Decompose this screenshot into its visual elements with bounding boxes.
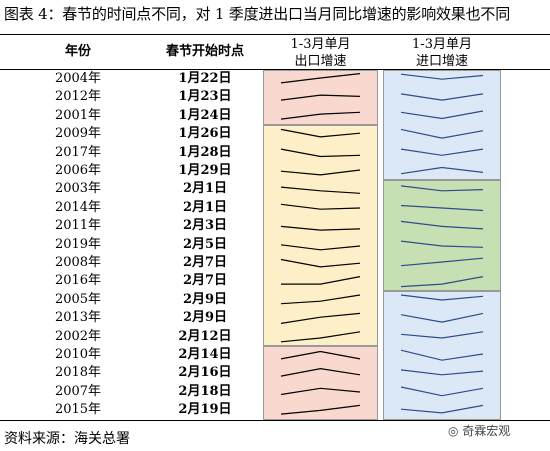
- row-spring-festival-date: 2月12日: [178, 328, 232, 344]
- row-year: 2009年: [54, 126, 102, 142]
- import-block-1: [383, 180, 501, 291]
- import-sparkline: [400, 240, 484, 248]
- row-year: 2005年: [54, 291, 102, 307]
- import-sparkline: [400, 204, 484, 212]
- row-year: 2007年: [54, 383, 102, 399]
- import-sparkline: [400, 276, 484, 288]
- import-sparkline: [400, 312, 484, 323]
- row-year: 2011年: [54, 218, 102, 234]
- row-year: 2018年: [54, 365, 102, 381]
- header-date: 春节开始时点: [165, 44, 244, 59]
- row-year: 2004年: [54, 71, 102, 86]
- import-sparkline: [400, 369, 484, 376]
- import-sparkline: [400, 166, 484, 175]
- row-spring-festival-date: 2月1日: [182, 181, 228, 197]
- row-year: 2002年: [54, 328, 102, 344]
- row-spring-festival-date: 2月7日: [182, 255, 228, 270]
- row-year: 2012年: [54, 89, 102, 105]
- import-block-2: [383, 290, 501, 420]
- export-sparkline: [281, 276, 361, 285]
- import-sparkline: [400, 185, 484, 192]
- export-sparkline: [280, 387, 361, 396]
- export-sparkline: [280, 73, 361, 84]
- row-spring-festival-date: 1月22日: [178, 71, 232, 86]
- export-sparkline: [280, 367, 361, 377]
- export-sparkline: [280, 294, 361, 305]
- row-spring-festival-date: 1月29日: [178, 163, 232, 178]
- row-spring-festival-date: 2月5日: [182, 236, 228, 252]
- row-spring-festival-date: 2月9日: [182, 310, 228, 326]
- export-sparkline: [280, 148, 361, 158]
- row-year: 2001年: [54, 107, 102, 123]
- top-rule: [0, 34, 550, 35]
- row-spring-festival-date: 2月7日: [182, 273, 228, 289]
- row-spring-festival-date: 1月26日: [178, 126, 232, 142]
- row-year: 2015年: [54, 402, 102, 418]
- export-sparkline: [280, 111, 361, 120]
- row-year: 2006年: [54, 163, 102, 178]
- export-sparkline: [280, 312, 361, 324]
- export-sparkline: [280, 128, 361, 138]
- row-spring-festival-date: 1月24日: [178, 107, 232, 123]
- row-year: 2019年: [54, 236, 102, 252]
- row-year: 2013年: [54, 310, 102, 326]
- row-spring-festival-date: 2月1日: [182, 199, 228, 215]
- row-year: 2003年: [54, 181, 102, 197]
- row-year: 2016年: [54, 273, 102, 289]
- export-sparkline: [280, 331, 361, 343]
- row-spring-festival-date: 2月14日: [178, 347, 232, 362]
- export-sparkline: [280, 94, 361, 101]
- import-block-0: [383, 70, 501, 181]
- row-year: 2014年: [54, 199, 102, 215]
- header-year: 年份: [64, 44, 91, 59]
- import-sparkline: [400, 110, 484, 120]
- row-year: 2017年: [54, 144, 102, 160]
- export-sparkline: [280, 169, 361, 176]
- export-sparkline: [280, 244, 361, 251]
- export-block-0: [263, 70, 378, 126]
- row-year: 2010年: [54, 347, 102, 362]
- import-sparkline: [400, 73, 484, 80]
- export-sparkline: [280, 225, 361, 231]
- header-export: 1-3月单月 出口增速: [290, 37, 351, 69]
- row-spring-festival-date: 2月19日: [178, 402, 232, 418]
- import-sparkline: [400, 93, 484, 101]
- row-spring-festival-date: 1月28日: [178, 144, 232, 160]
- header-import: 1-3月单月 进口增速: [412, 37, 472, 69]
- import-sparkline: [400, 294, 484, 301]
- row-year: 2008年: [54, 255, 102, 270]
- import-sparkline: [400, 349, 484, 361]
- export-sparkline: [280, 404, 361, 415]
- bottom-rule: [0, 420, 550, 421]
- import-sparkline: [400, 128, 484, 139]
- export-block-1: [263, 125, 378, 346]
- export-sparkline: [280, 350, 361, 360]
- import-sparkline: [400, 220, 484, 230]
- export-sparkline: [280, 203, 361, 210]
- row-spring-festival-date: 1月23日: [178, 89, 232, 105]
- figure-title: 图表 4：春节的时间点不同，对 1 季度进出口当月同比增速的影响效果也不同: [4, 5, 510, 23]
- row-spring-festival-date: 2月3日: [182, 218, 228, 234]
- row-spring-festival-date: 2月16日: [178, 365, 232, 381]
- import-sparkline: [400, 331, 484, 339]
- row-spring-festival-date: 2月9日: [182, 291, 228, 307]
- export-sparkline: [280, 186, 361, 194]
- import-sparkline: [400, 148, 484, 156]
- header-rule: [0, 69, 550, 70]
- import-sparkline: [400, 386, 484, 397]
- row-spring-festival-date: 2月18日: [178, 383, 232, 399]
- export-sparkline: [280, 258, 361, 268]
- import-sparkline: [400, 404, 484, 414]
- import-sparkline: [400, 257, 484, 267]
- source-note: 资料来源：海关总署: [4, 431, 130, 447]
- watermark-logo: ◎ 奇霖宏观: [448, 424, 511, 438]
